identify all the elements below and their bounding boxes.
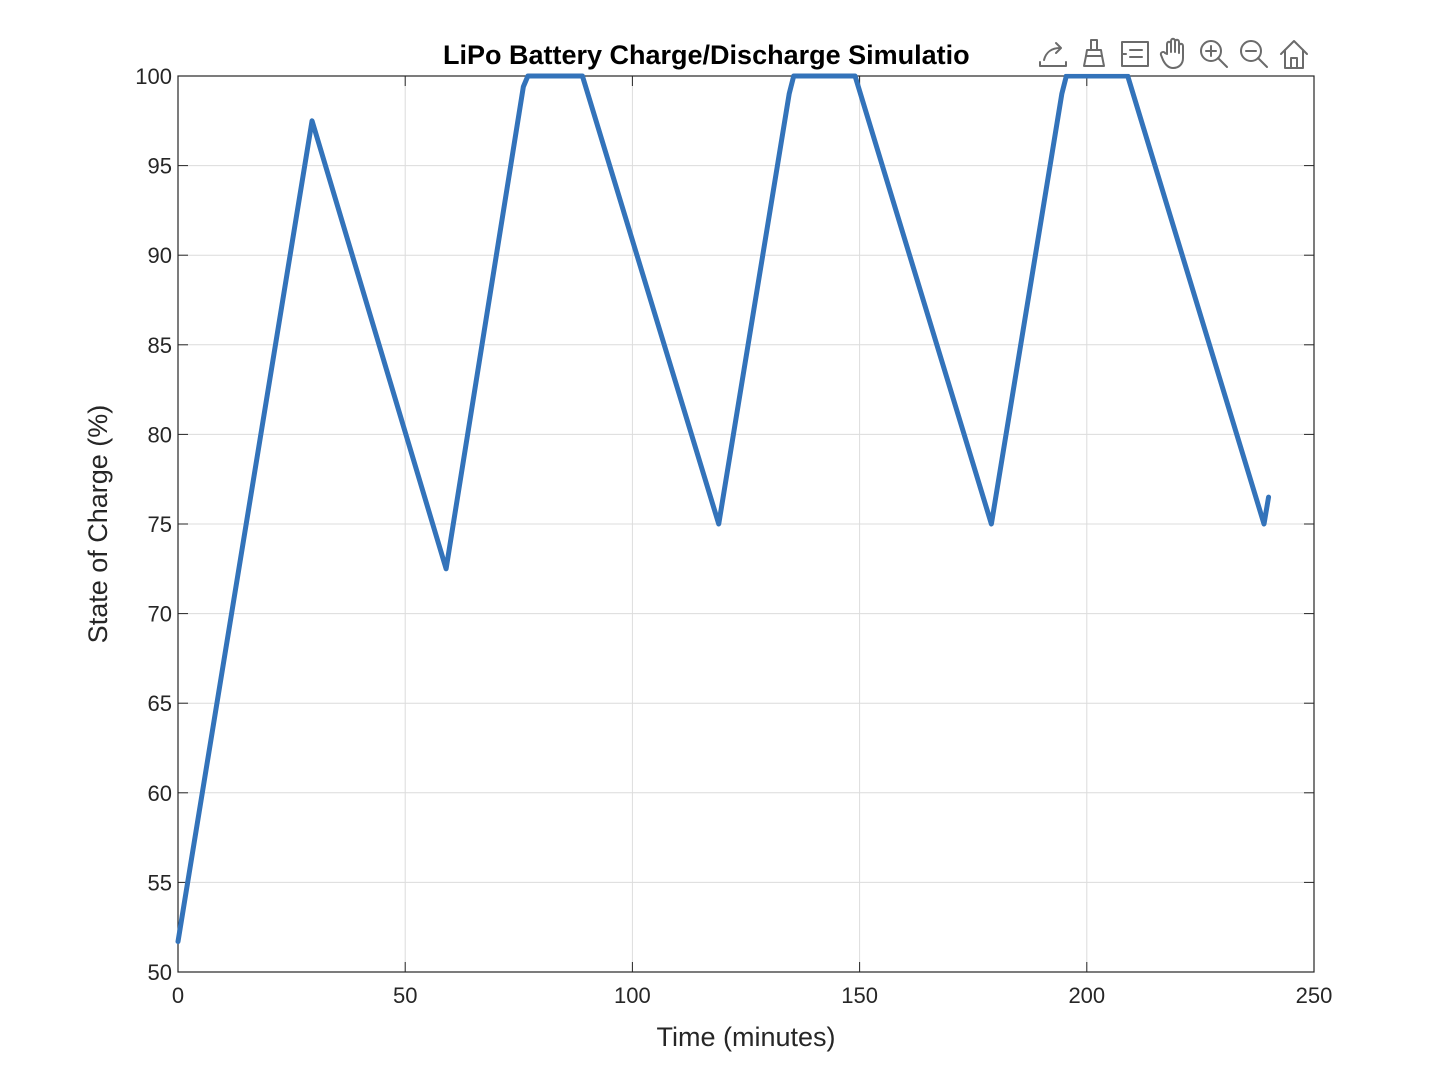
- zoom-out-icon[interactable]: [1240, 40, 1268, 68]
- y-axis-label: State of Charge (%): [83, 405, 113, 644]
- y-tick-label: 80: [148, 422, 172, 447]
- y-tick-label: 70: [148, 602, 172, 627]
- x-tick-label: 100: [614, 983, 651, 1008]
- series-layer: [175, 73, 1272, 945]
- axis-ticks: [177, 75, 1315, 973]
- x-axis-label: Time (minutes): [656, 1022, 835, 1052]
- pan-hand-icon[interactable]: [1159, 37, 1184, 69]
- x-tick-label: 250: [1296, 983, 1333, 1008]
- chart-title: LiPo Battery Charge/Discharge Simulatio: [443, 40, 970, 70]
- y-tick-labels: 50 55 60 65 70 75 80 85 90 95 100: [135, 64, 172, 985]
- x-tick-label: 50: [393, 983, 417, 1008]
- y-tick-label: 50: [148, 960, 172, 985]
- x-tick-labels: 0 50 100 150 200 250: [172, 983, 1332, 1008]
- y-tick-label: 65: [148, 691, 172, 716]
- export-icon[interactable]: [1039, 42, 1067, 67]
- home-icon[interactable]: [1280, 40, 1308, 69]
- y-tick-label: 95: [148, 154, 172, 179]
- grid: [177, 75, 1315, 973]
- zoom-in-icon[interactable]: [1200, 40, 1228, 68]
- x-tick-label: 200: [1068, 983, 1105, 1008]
- datatip-icon[interactable]: [1121, 41, 1149, 67]
- y-tick-label: 100: [135, 64, 172, 89]
- series-line: [175, 73, 1272, 945]
- y-tick-label: 85: [148, 333, 172, 358]
- y-tick-label: 60: [148, 781, 172, 806]
- x-tick-label: 150: [841, 983, 878, 1008]
- x-tick-label: 0: [172, 983, 184, 1008]
- y-tick-label: 55: [148, 870, 172, 895]
- y-tick-label: 90: [148, 243, 172, 268]
- brush-icon[interactable]: [1083, 39, 1105, 67]
- axes-toolbar: [1032, 34, 1316, 74]
- y-tick-label: 75: [148, 512, 172, 537]
